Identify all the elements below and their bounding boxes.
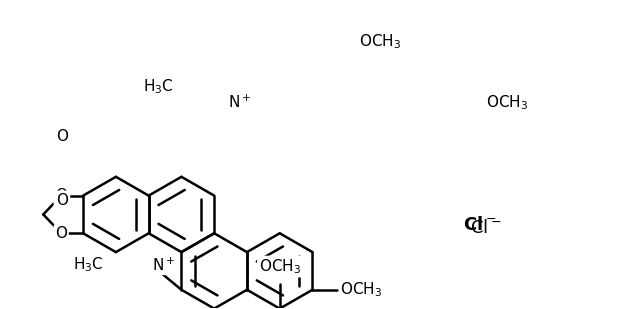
Text: O: O xyxy=(55,226,67,241)
Text: OCH$_3$: OCH$_3$ xyxy=(486,93,528,112)
Text: OCH$_3$: OCH$_3$ xyxy=(360,32,402,51)
Text: H$_3$C: H$_3$C xyxy=(73,256,104,274)
Text: O: O xyxy=(55,188,67,203)
Text: Cl$^-$: Cl$^-$ xyxy=(463,216,496,234)
Text: OCH$_3$: OCH$_3$ xyxy=(340,281,383,299)
Text: O: O xyxy=(56,129,68,144)
Text: N$^+$: N$^+$ xyxy=(152,256,175,274)
Text: O: O xyxy=(56,193,68,208)
Text: Cl$^-$: Cl$^-$ xyxy=(470,219,501,237)
Text: OCH$_3$: OCH$_3$ xyxy=(259,257,301,276)
Text: H$_3$C: H$_3$C xyxy=(143,78,173,96)
Text: N$^+$: N$^+$ xyxy=(228,94,251,111)
